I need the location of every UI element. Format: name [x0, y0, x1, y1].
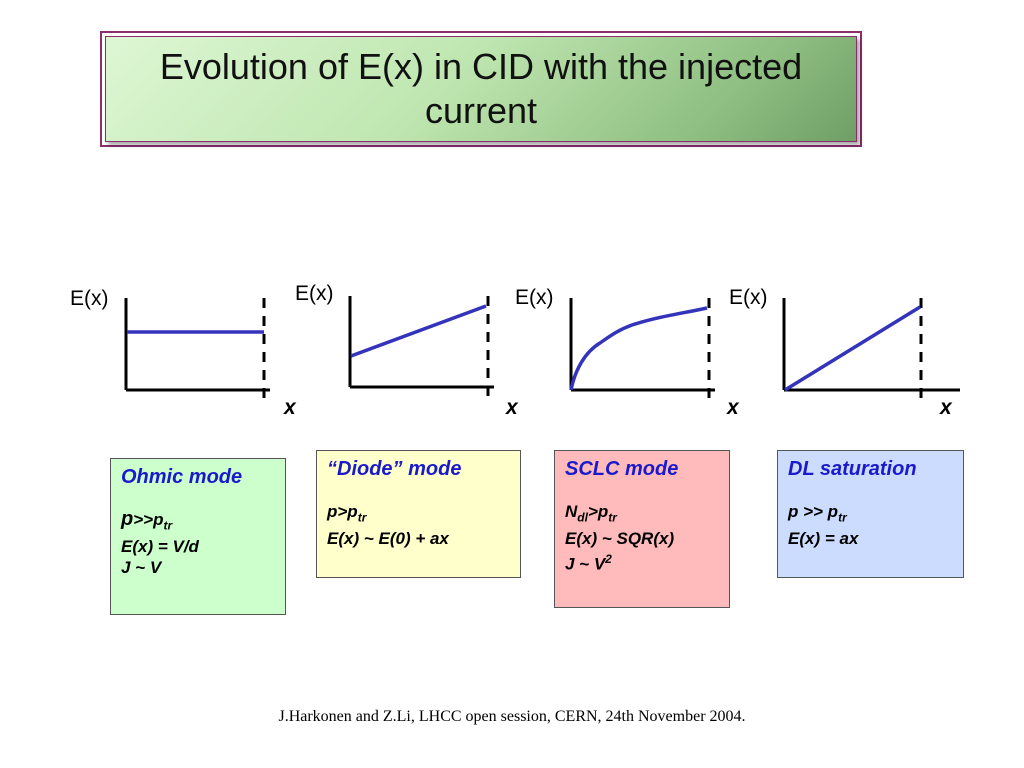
- graph-ohmic-y-label: E(x): [70, 287, 109, 310]
- sclc-mode-current: J ~ V2: [565, 552, 612, 575]
- graph-sclc-x-label: x: [726, 396, 740, 419]
- sclc-mode-box: SCLC mode Ndl>ptr E(x) ~ SQR(x) J ~ V2: [554, 450, 730, 608]
- graph-diode-x-label: x: [505, 396, 519, 419]
- ohmic-mode-condition: p>>ptr: [121, 508, 173, 533]
- ohmic-mode-current: J ~ V: [121, 558, 162, 578]
- ohmic-mode-title: Ohmic mode: [121, 466, 243, 488]
- diode-mode-box: “Diode” mode p>ptr E(x) ~ E(0) + ax: [316, 450, 521, 578]
- diode-mode-title: “Diode” mode: [327, 458, 462, 480]
- dl-saturation-box: DL saturation p >> ptr E(x) = ax: [777, 450, 964, 578]
- graph-dl-y-label: E(x): [729, 286, 768, 309]
- graph-dl-curve: [784, 305, 921, 392]
- graph-diode-y-label: E(x): [295, 282, 334, 305]
- ohmic-mode-box: Ohmic mode p>>ptr E(x) = V/d J ~ V: [110, 458, 286, 615]
- graph-diode-curve: [350, 304, 487, 358]
- graph-ohmic-x-label: x: [283, 396, 297, 419]
- title-panel: Evolution of E(x) in CID with the inject…: [105, 36, 857, 142]
- graph-dl: E(x) x: [729, 286, 960, 419]
- graph-sclc: E(x) x: [515, 286, 740, 419]
- graph-diode: E(x) x: [295, 282, 519, 419]
- dl-saturation-condition: p >> ptr: [788, 502, 847, 525]
- sclc-mode-title: SCLC mode: [565, 458, 679, 480]
- diode-mode-condition: p>ptr: [327, 502, 367, 525]
- slide-title: Evolution of E(x) in CID with the inject…: [159, 46, 803, 131]
- ohmic-mode-field: E(x) = V/d: [121, 537, 199, 557]
- graph-sclc-curve: [569, 306, 708, 391]
- graph-ohmic: E(x) x: [70, 287, 297, 419]
- title-frame: Evolution of E(x) in CID with the inject…: [100, 31, 862, 147]
- dl-saturation-field: E(x) = ax: [788, 529, 859, 549]
- dl-saturation-title: DL saturation: [788, 458, 917, 480]
- graph-dl-x-label: x: [939, 396, 953, 419]
- sclc-mode-condition: Ndl>ptr: [565, 502, 617, 525]
- graph-sclc-y-label: E(x): [515, 286, 554, 309]
- footer-citation: J.Harkonen and Z.Li, LHCC open session, …: [278, 708, 746, 725]
- mode-graphs: E(x) x E(x) x E(x) x E(x) x: [70, 282, 960, 419]
- sclc-mode-field: E(x) ~ SQR(x): [565, 529, 675, 549]
- diode-mode-field: E(x) ~ E(0) + ax: [327, 529, 449, 549]
